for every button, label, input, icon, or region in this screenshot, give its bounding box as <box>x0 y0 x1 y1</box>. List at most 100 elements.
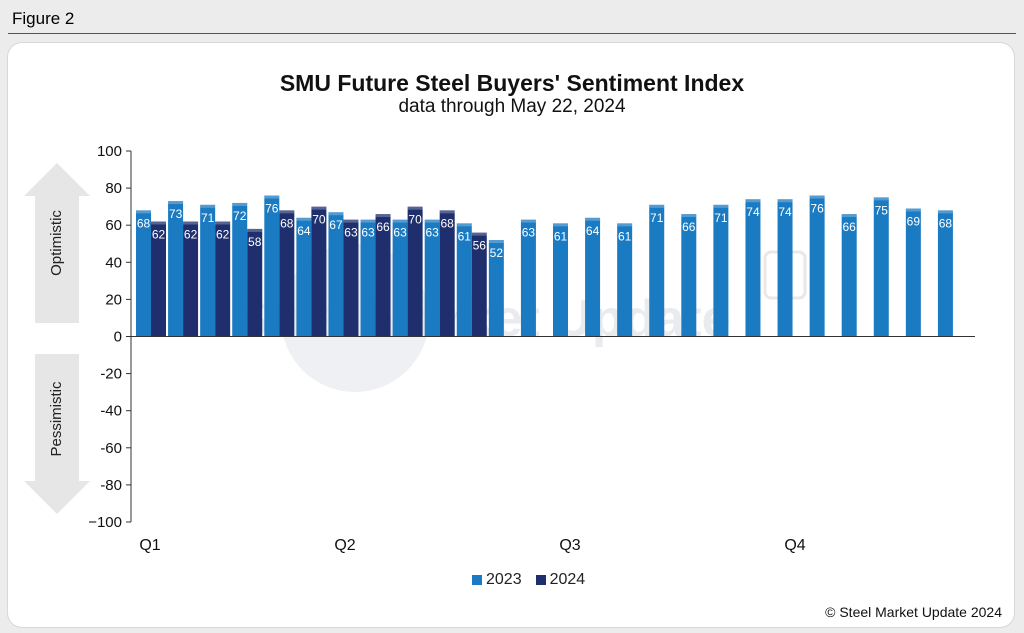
bar-2023 <box>328 212 344 337</box>
bar-2024 <box>279 210 295 337</box>
bar-2024-highlight <box>183 221 199 225</box>
bar-2024 <box>311 206 327 337</box>
bar-2024-label: 70 <box>312 213 326 227</box>
optimistic-arrow <box>24 163 90 323</box>
bar-2023 <box>649 204 665 337</box>
bar-2024-label: 58 <box>248 235 262 249</box>
bar-2023-highlight <box>777 199 793 203</box>
y-tick-label: 20 <box>105 291 122 308</box>
x-category-label: Q3 <box>559 537 580 554</box>
bar-2024 <box>375 214 391 337</box>
bar-2024-label: 56 <box>473 239 487 253</box>
chart-legend: 2023 2024 <box>472 571 585 589</box>
legend-swatch-2024 <box>535 575 546 585</box>
bar-2023 <box>617 223 633 337</box>
bar-2023-highlight <box>488 240 504 244</box>
optimistic-label: Optimistic <box>48 210 65 276</box>
bar-2023-highlight <box>168 201 184 205</box>
legend-item-2024: 2024 <box>535 571 586 589</box>
y-tick-label: -80 <box>100 477 122 494</box>
bar-2024 <box>439 210 455 337</box>
bar-2024-highlight <box>311 206 327 210</box>
bar-2023-highlight <box>937 210 953 214</box>
bar-2024-highlight <box>375 214 391 218</box>
bar-2023 <box>713 204 729 337</box>
bar-2024-highlight <box>151 221 166 225</box>
bar-2024 <box>215 221 231 337</box>
bar-2024 <box>343 219 359 337</box>
bar-2023 <box>777 199 793 337</box>
bar-2023-highlight <box>809 195 825 199</box>
y-tick-label: -60 <box>100 440 122 457</box>
legend-swatch-2023 <box>472 575 482 585</box>
bar-2023 <box>841 214 857 337</box>
bar-2023-highlight <box>328 212 344 216</box>
bar-2023-highlight <box>617 223 633 227</box>
bar-2023-highlight <box>264 195 280 199</box>
bar-2023-label: 72 <box>233 209 247 223</box>
bar-2023-label: 76 <box>265 202 279 216</box>
bar-2023 <box>456 223 472 337</box>
y-tick-label: 40 <box>105 254 122 271</box>
bar-2023-highlight <box>424 219 440 223</box>
x-category-label: Q4 <box>784 537 805 554</box>
bar-2023-label: 63 <box>522 226 536 240</box>
bar-2024 <box>471 232 487 337</box>
bar-2024-label: 68 <box>280 216 294 230</box>
bar-2023-label: 68 <box>137 216 151 230</box>
y-tick-label: 0 <box>114 329 122 346</box>
figure-label: Figure 2 <box>12 9 75 28</box>
bar-2023-highlight <box>136 210 151 214</box>
bar-2024-label: 66 <box>376 220 390 234</box>
bar-2023 <box>424 219 440 337</box>
bar-2023-highlight <box>873 197 889 201</box>
bar-2023-label: 61 <box>554 229 568 243</box>
bar-2023-highlight <box>553 223 568 227</box>
pessimistic-arrow <box>24 354 90 514</box>
x-category-label: Q2 <box>334 537 355 554</box>
bar-2024-label: 62 <box>152 227 166 241</box>
bar-2023-label: 71 <box>201 211 215 225</box>
pessimistic-label: Pessimistic <box>48 381 65 457</box>
bar-2023-label: 74 <box>746 205 760 219</box>
bar-2023-label: 71 <box>714 211 728 225</box>
bar-2024-highlight <box>407 206 423 210</box>
bar-2023-label: 66 <box>682 220 696 234</box>
bar-2023-label: 69 <box>907 215 921 229</box>
y-tick-label: -20 <box>100 366 122 383</box>
chart-title: SMU Future Steel Buyers' Sentiment Index <box>279 70 745 96</box>
bar-2023-label: 64 <box>586 224 600 238</box>
bar-2023-highlight <box>232 202 248 206</box>
bar-2024 <box>151 221 166 337</box>
bar-2023 <box>745 199 761 337</box>
y-tick-label: 80 <box>105 180 122 197</box>
y-tick-label: −100 <box>88 514 122 531</box>
bar-2023-label: 66 <box>843 220 857 234</box>
bar-2023-highlight <box>360 219 376 223</box>
bar-2023 <box>905 208 921 337</box>
bar-2023 <box>296 217 312 337</box>
bar-2023-label: 52 <box>490 246 504 260</box>
bar-2023-label: 64 <box>297 224 311 238</box>
bar-2023 <box>585 217 601 337</box>
bar-2024-highlight <box>247 228 263 232</box>
bar-2023-highlight <box>745 199 761 203</box>
legend-label-2024: 2024 <box>549 571 586 588</box>
bar-2023 <box>136 210 151 337</box>
bar-2023-highlight <box>585 217 601 221</box>
bar-2023 <box>232 202 248 337</box>
bar-2024-label: 70 <box>408 213 422 227</box>
bar-2024-label: 62 <box>184 227 198 241</box>
bar-2023-label: 63 <box>361 226 375 240</box>
bar-2023-label: 67 <box>329 218 343 232</box>
bar-2023 <box>392 219 408 337</box>
bar-2023-highlight <box>681 214 697 218</box>
figure-divider <box>8 33 1016 34</box>
bar-2024-highlight <box>215 221 231 225</box>
bar-2023-label: 63 <box>426 226 440 240</box>
legend-label-2023: 2023 <box>486 571 522 588</box>
bar-2023 <box>873 197 889 337</box>
bar-2023 <box>937 210 953 337</box>
